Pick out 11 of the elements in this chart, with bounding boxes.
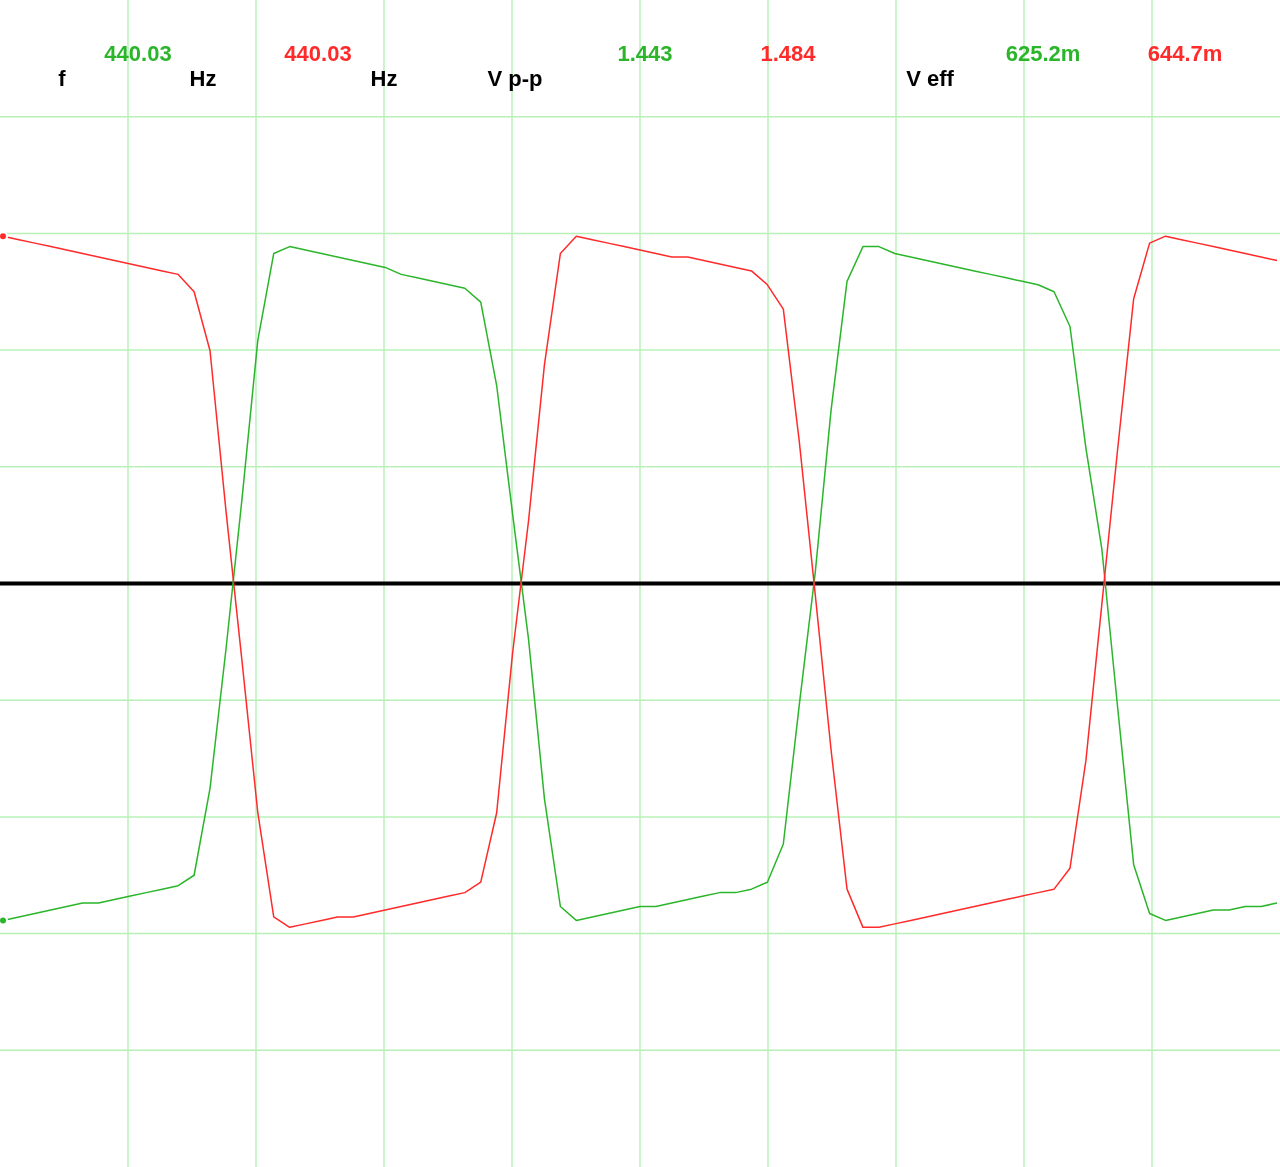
text: Hz xyxy=(189,66,217,92)
text: V eff xyxy=(906,66,954,92)
text: 440.03 xyxy=(284,41,352,67)
text: Hz xyxy=(370,66,398,92)
text: V p-p xyxy=(487,66,543,92)
text: 625.2m xyxy=(1005,41,1081,67)
text: 1.443 xyxy=(617,41,673,67)
text: 440.03 xyxy=(104,41,172,67)
text: 1.484 xyxy=(760,41,816,67)
text: 644.7m xyxy=(1147,41,1223,67)
text: f xyxy=(58,66,66,92)
